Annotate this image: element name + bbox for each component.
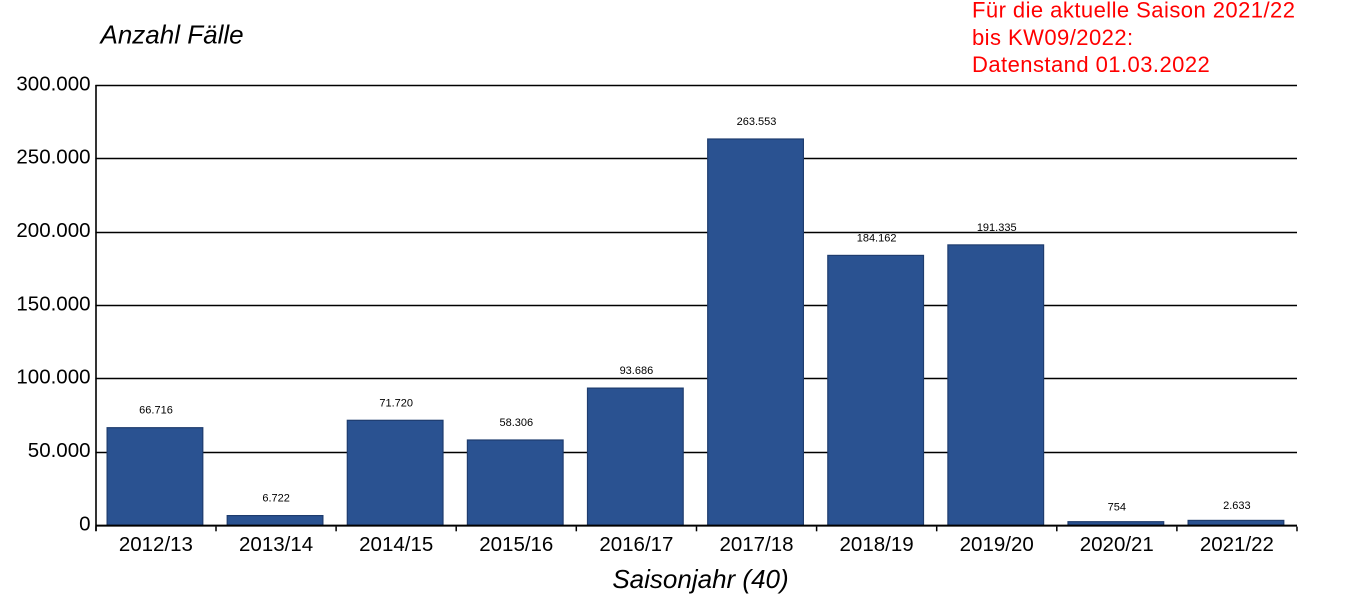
svg-text:200.000: 200.000 [16, 219, 90, 242]
svg-text:0: 0 [79, 512, 90, 535]
svg-text:Saisonjahr (40): Saisonjahr (40) [612, 564, 788, 594]
svg-text:754: 754 [1108, 501, 1126, 513]
svg-text:2.633: 2.633 [1223, 500, 1251, 512]
svg-text:2016/17: 2016/17 [599, 533, 673, 556]
svg-text:300.000: 300.000 [16, 72, 90, 95]
svg-text:150.000: 150.000 [16, 292, 90, 315]
svg-text:93.686: 93.686 [620, 365, 654, 377]
svg-text:2015/16: 2015/16 [479, 533, 553, 556]
svg-text:2013/14: 2013/14 [239, 533, 313, 556]
svg-text:6.722: 6.722 [262, 493, 290, 505]
svg-text:250.000: 250.000 [16, 146, 90, 169]
svg-text:191.335: 191.335 [977, 222, 1017, 234]
svg-text:Für die aktuelle Saison 2021/2: Für die aktuelle Saison 2021/22 [972, 0, 1295, 22]
svg-text:100.000: 100.000 [16, 366, 90, 389]
svg-text:bis KW09/2022:: bis KW09/2022: [972, 25, 1134, 50]
svg-text:2017/18: 2017/18 [719, 533, 793, 556]
svg-text:Datenstand 01.03.2022: Datenstand 01.03.2022 [972, 52, 1210, 77]
svg-text:263.553: 263.553 [737, 116, 777, 128]
svg-text:2018/19: 2018/19 [840, 533, 914, 556]
svg-text:184.162: 184.162 [857, 232, 897, 244]
svg-text:2020/21: 2020/21 [1080, 533, 1154, 556]
svg-text:71.720: 71.720 [379, 397, 413, 409]
svg-text:2012/13: 2012/13 [119, 533, 193, 556]
svg-text:2019/20: 2019/20 [960, 533, 1034, 556]
svg-text:2021/22: 2021/22 [1200, 533, 1274, 556]
svg-text:58.306: 58.306 [499, 417, 533, 429]
svg-text:2014/15: 2014/15 [359, 533, 433, 556]
svg-text:66.716: 66.716 [139, 405, 173, 417]
svg-text:50.000: 50.000 [28, 439, 91, 462]
svg-text:Anzahl Fälle: Anzahl Fälle [99, 20, 244, 50]
